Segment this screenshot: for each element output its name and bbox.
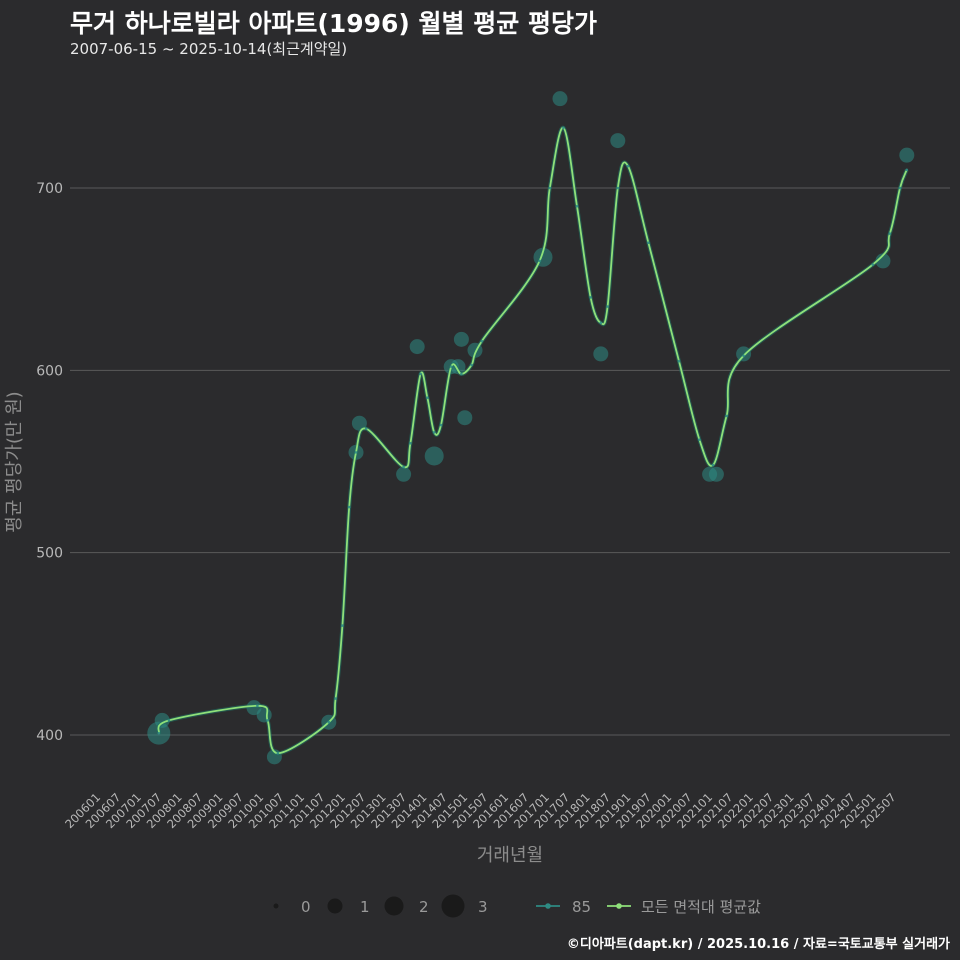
point-85 (552, 91, 568, 107)
average-line-point (402, 465, 405, 469)
average-line-point (460, 372, 463, 376)
average-line-point (562, 126, 565, 130)
average-line-point (419, 372, 422, 376)
legend-size-swatch (273, 903, 279, 909)
average-line-point (364, 427, 368, 430)
legend-size-label: 1 (360, 898, 370, 916)
average-line-point (871, 263, 875, 266)
average-line-point (432, 431, 436, 434)
point-85 (708, 466, 724, 482)
average-line-point (327, 720, 331, 724)
average-line-point (480, 339, 484, 343)
average-line-point (167, 719, 171, 722)
average-line-point (905, 168, 909, 172)
legend-size-swatch (441, 894, 465, 918)
legend-size-label: 3 (478, 898, 488, 916)
legend: 0 1 2 3 85 모든 면적대 평균값 (273, 894, 761, 918)
average-line (157, 126, 908, 755)
average-line-point (606, 305, 609, 308)
average-line-point (599, 321, 603, 325)
average-line-point (334, 697, 337, 700)
average-line-point (256, 704, 259, 708)
average-line-point (409, 441, 412, 445)
average-line-shadow (156, 125, 909, 756)
average-line-point (439, 423, 443, 427)
average-line-point (616, 186, 620, 190)
average-line-point (347, 505, 351, 509)
chart-title: 무거 하나로빌라 아파트(1996) 월별 평균 평당가 (70, 9, 597, 38)
y-axis-title: 평균 평당가(만 원) (4, 391, 25, 532)
x-axis-ticks: 2006012006072007012007072008012008072009… (62, 790, 899, 831)
legend-size-swatch (327, 898, 343, 914)
average-line-point (470, 363, 473, 367)
point-85 (457, 410, 473, 426)
point-85 (453, 331, 469, 347)
average-line-point (725, 414, 728, 418)
average-line-point (711, 463, 715, 467)
x-axis-title: 거래년월 (477, 845, 543, 866)
point-85 (409, 339, 425, 355)
legend-average-label: 모든 면적대 평균값 (641, 898, 761, 916)
legend-85-dot (545, 903, 551, 909)
chart-subtitle: 2007-06-15 ~ 2025-10-14(최근계약일) (70, 40, 348, 58)
average-line-point (276, 751, 280, 755)
average-line-point (449, 365, 453, 368)
y-tick-label: 400 (36, 728, 63, 744)
average-line-point (647, 241, 650, 244)
average-line-point (341, 624, 344, 627)
legend-average-dot (616, 903, 622, 909)
legend-size-swatch (384, 896, 404, 916)
average-line-point (888, 232, 892, 235)
average-line-point (742, 354, 745, 358)
series-average-line (156, 125, 909, 756)
average-line-point (157, 731, 161, 735)
average-line-point (426, 396, 429, 399)
average-line-point (677, 359, 681, 363)
y-axis-ticks: 400 500 600 700 (36, 181, 63, 744)
point-85 (396, 466, 412, 482)
source-caption: ©디아파트(dapt.kr) / 2025.10.16 / 자료=국토교통부 실… (566, 937, 950, 952)
average-line-point (589, 296, 592, 299)
average-line-point (698, 438, 701, 441)
legend-85-label: 85 (572, 898, 591, 916)
average-line-point (626, 164, 630, 168)
point-85 (593, 346, 609, 362)
point-85 (424, 446, 444, 466)
series-85-points (147, 91, 915, 765)
average-line-point (548, 186, 552, 190)
y-tick-label: 500 (36, 546, 63, 562)
average-line-point (898, 186, 902, 190)
average-line-point (575, 204, 579, 208)
point-85 (899, 147, 915, 163)
grid-layer (70, 187, 950, 736)
average-line-point (266, 719, 269, 722)
y-tick-label: 700 (36, 181, 63, 197)
average-line-point (538, 259, 541, 263)
legend-size-label: 0 (301, 898, 311, 916)
point-85 (610, 133, 626, 149)
y-tick-label: 600 (36, 363, 63, 379)
average-line-point (354, 451, 358, 454)
legend-size-label: 2 (419, 898, 429, 916)
